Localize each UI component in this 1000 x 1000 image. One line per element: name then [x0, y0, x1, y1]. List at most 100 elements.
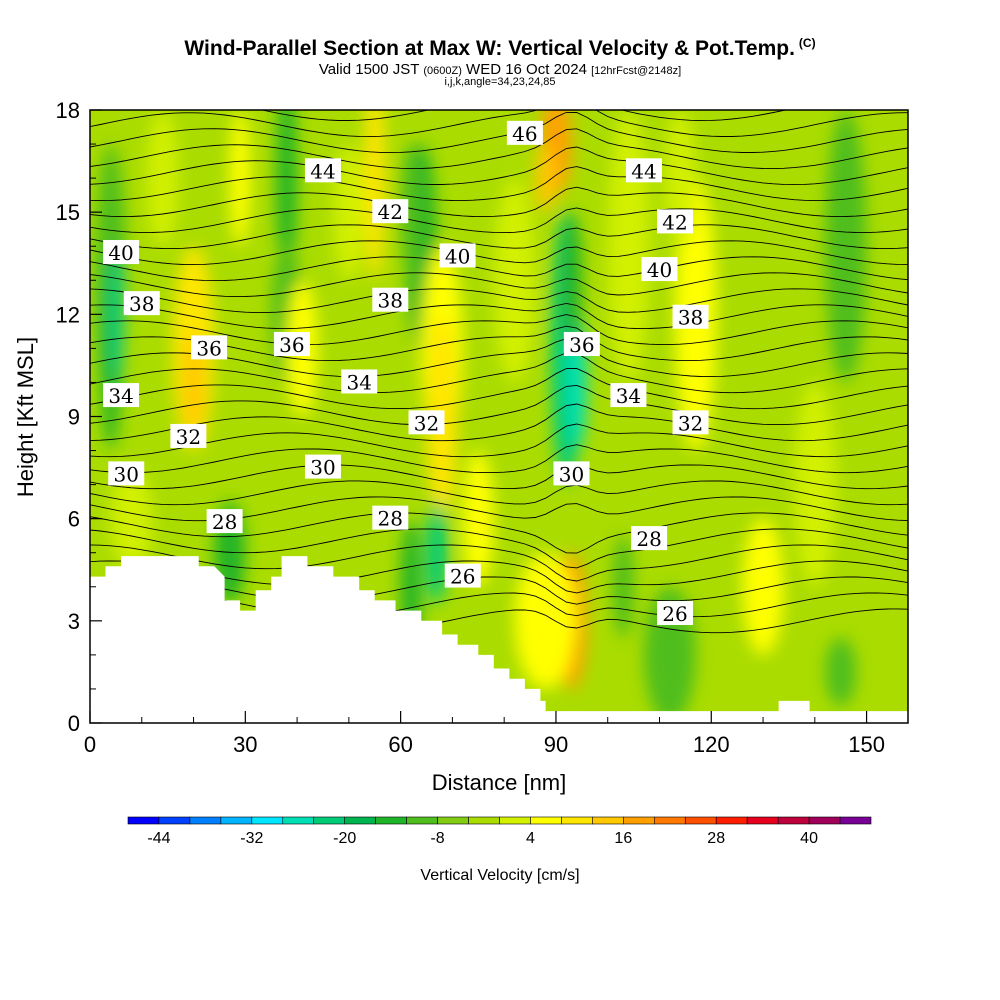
- theta-contour-line: [90, 166, 908, 202]
- contour-label-box: [625, 158, 662, 183]
- colorbar-swatch: [375, 816, 407, 825]
- theta-contour-label: 44: [625, 158, 662, 183]
- theta-contour-line: [259, 110, 788, 122]
- theta-contour-line: [90, 560, 908, 594]
- contour-label-text: 46: [512, 122, 537, 146]
- colorbar-swatch: [313, 816, 346, 825]
- contour-label-text: 34: [346, 370, 371, 394]
- theta-contour-label: 26: [657, 601, 694, 626]
- contour-label-box: [408, 410, 445, 435]
- contour-label-box: [439, 243, 476, 268]
- contour-label-text: 32: [176, 425, 201, 449]
- velocity-feature: [462, 450, 494, 587]
- theta-contour-label: 32: [672, 410, 709, 435]
- valid-zulu: (0600Z): [423, 65, 462, 77]
- colorbar-swatch: [344, 816, 376, 825]
- theta-contour-line: [90, 272, 908, 298]
- theta-contour-label: 34: [610, 383, 647, 408]
- theta-contour-line: [90, 288, 908, 314]
- contour-label-text: 38: [678, 306, 703, 330]
- theta-contour-line: [90, 186, 908, 218]
- contour-label-box: [304, 158, 341, 183]
- contour-label-box: [657, 209, 694, 234]
- contour-label-text: 32: [678, 411, 703, 435]
- colorbar-swatch: [839, 816, 872, 825]
- theta-contour-line: [90, 444, 908, 474]
- theta-contour-line: [90, 302, 908, 330]
- y-axis: 0 3 6 9 12 15 18: [56, 98, 102, 736]
- theta-contour-label: 40: [439, 243, 476, 268]
- theta-contour-line: [90, 423, 908, 458]
- contour-label-box: [372, 505, 409, 530]
- theta-contour-line: [90, 110, 908, 138]
- contour-label-text: 38: [378, 289, 403, 313]
- contour-label-text: 34: [108, 384, 133, 408]
- contour-label-box: [657, 601, 694, 626]
- forecast-info: [12hrFcst@2148z]: [591, 65, 682, 77]
- copyright-mark: (C): [798, 36, 816, 50]
- contour-label-text: 26: [662, 602, 687, 626]
- contour-label-text: 28: [636, 527, 661, 551]
- colorbar-swatch: [406, 816, 438, 825]
- terrain: [90, 556, 908, 723]
- velocity-feature: [146, 110, 179, 247]
- theta-contour-line: [90, 544, 908, 582]
- contour-label-box: [553, 461, 590, 486]
- contour-label-box: [103, 240, 140, 265]
- section-params: i,j,k,angle=34,23,24,85: [444, 76, 556, 88]
- velocity-field: [95, 110, 867, 723]
- theta-contour-line: [90, 464, 908, 490]
- contour-label-text: 32: [414, 411, 439, 435]
- theta-contour-line: [90, 576, 908, 605]
- theta-contour-line: [90, 528, 908, 569]
- contour-label-text: 36: [196, 336, 221, 360]
- theta-contour-line: [90, 146, 908, 186]
- theta-contour-line: [90, 314, 908, 346]
- colorbar-swatch: [158, 816, 191, 825]
- colorbar-tick-label: 4: [526, 830, 535, 847]
- contour-label-box: [641, 257, 678, 282]
- contour-label-text: 36: [569, 333, 594, 357]
- contour-label-box: [273, 331, 310, 356]
- contour-label-text: 44: [631, 159, 656, 183]
- theta-contour-label: 38: [123, 291, 160, 316]
- theta-contour-line: [90, 384, 908, 426]
- contour-label-text: 28: [212, 510, 237, 534]
- contour-label-text: 26: [450, 565, 475, 589]
- contour-label-text: 42: [662, 210, 687, 234]
- contour-label-box: [672, 304, 709, 329]
- colorbar-swatch: [251, 816, 284, 825]
- colorbar-tick-label: -44: [147, 830, 170, 847]
- velocity-feature: [825, 637, 857, 706]
- velocity-feature: [400, 144, 422, 281]
- colorbar-tick-label: 28: [707, 830, 725, 847]
- contour-label-text: 30: [310, 456, 335, 480]
- theta-contour-line: [90, 93, 908, 105]
- contour-label-box: [341, 369, 378, 394]
- theta-contour-line: [90, 403, 908, 442]
- velocity-feature: [333, 144, 365, 281]
- contour-label-text: 34: [616, 384, 641, 408]
- y-tick-label: 3: [68, 609, 80, 634]
- contour-label-box: [610, 383, 647, 408]
- y-tick-label: 0: [68, 711, 80, 736]
- theta-contour-line: [90, 240, 908, 266]
- theta-contour-label: 44: [304, 158, 341, 183]
- colorbar-tick-label: 16: [614, 830, 632, 847]
- colorbar-swatch: [499, 816, 531, 825]
- colorbar-swatch: [623, 816, 655, 825]
- contour-label-text: 40: [108, 241, 133, 265]
- y-axis-label: Height [Kft MSL]: [13, 337, 38, 497]
- contour-label-box: [103, 383, 140, 408]
- theta-contour-label: 46: [506, 120, 543, 146]
- y-tick-label: 9: [68, 405, 80, 430]
- contour-label-text: 30: [559, 462, 584, 486]
- contour-label-text: 42: [378, 200, 403, 224]
- contour-label-text: 30: [114, 462, 139, 486]
- theta-contour-line: [90, 111, 908, 154]
- chart-title-text: Wind-Parallel Section at Max W: Vertical…: [184, 37, 795, 60]
- x-axis: 0 30 60 90 120 150: [84, 711, 885, 757]
- x-tick-label: 150: [848, 732, 885, 757]
- colorbar-swatch: [808, 816, 841, 825]
